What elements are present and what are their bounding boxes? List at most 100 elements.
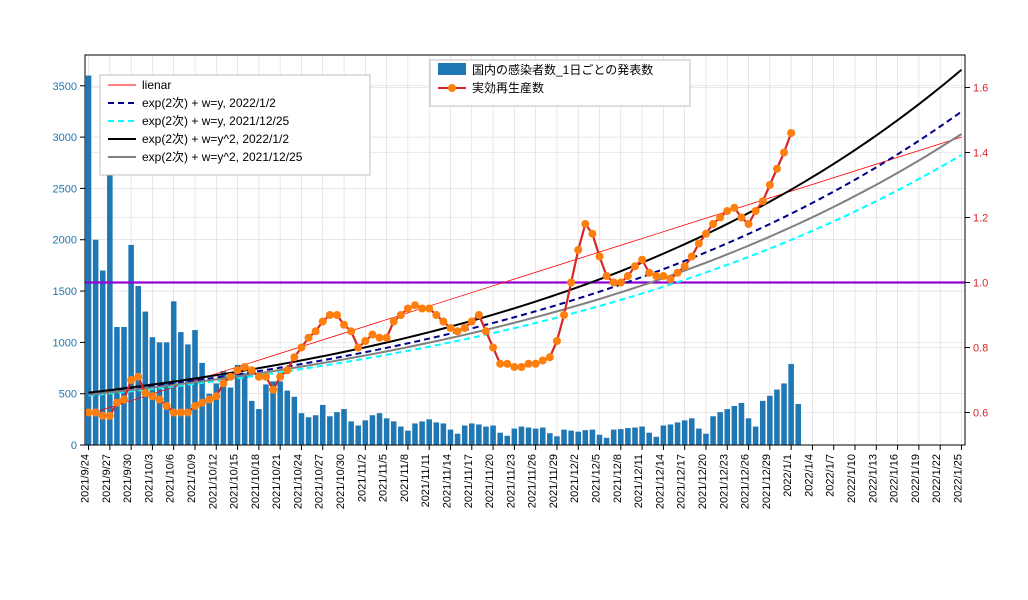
legend-label: exp(2次) + w=y^2, 2021/12/25 <box>142 150 303 164</box>
rt-marker <box>723 207 731 215</box>
rt-marker <box>787 129 795 137</box>
chart-container: 05001000150020002500300035000.60.81.01.2… <box>0 0 1028 600</box>
rt-marker <box>539 357 547 365</box>
x-tick-label: 2021/11/17 <box>463 454 475 508</box>
rt-marker <box>276 373 284 381</box>
x-tick-label: 2021/12/14 <box>654 454 666 509</box>
legend-label: 実効再生産数 <box>472 80 544 95</box>
rt-marker <box>695 240 703 248</box>
rt-marker <box>603 272 611 280</box>
rt-marker <box>702 230 710 238</box>
x-tick-label: 2021/11/11 <box>420 454 432 507</box>
yright-tick-label: 1.6 <box>973 83 988 95</box>
x-tick-label: 2022/1/22 <box>931 454 943 503</box>
x-tick-label: 2021/12/2 <box>569 454 581 503</box>
rt-marker <box>219 379 227 387</box>
rt-marker <box>92 409 100 417</box>
rt-marker <box>560 311 568 319</box>
x-tick-label: 2021/11/5 <box>378 454 390 502</box>
rt-marker <box>85 409 93 417</box>
rt-marker <box>432 311 440 319</box>
rt-marker <box>205 396 213 404</box>
rt-marker <box>184 409 192 417</box>
rt-marker <box>368 331 376 339</box>
rt-marker <box>383 334 391 342</box>
x-tick-label: 2021/11/23 <box>505 454 517 508</box>
rt-marker <box>226 373 234 381</box>
rt-marker <box>745 220 753 228</box>
legend-label: exp(2次) + w=y^2, 2022/1/2 <box>142 132 289 146</box>
rt-marker <box>631 262 639 270</box>
rt-marker <box>290 353 298 361</box>
yright-tick-label: 1.4 <box>973 148 988 160</box>
rt-marker <box>212 392 220 400</box>
rt-marker <box>752 207 760 215</box>
x-tick-label: 2022/1/25 <box>952 454 964 503</box>
rt-marker <box>99 412 107 420</box>
rt-marker <box>255 373 263 381</box>
x-tick-label: 2021/12/29 <box>761 454 773 509</box>
rt-marker <box>759 197 767 205</box>
rt-marker <box>666 275 674 283</box>
rt-marker <box>446 324 454 332</box>
rt-marker <box>163 402 171 410</box>
rt-marker <box>510 363 518 371</box>
x-tick-label: 2021/10/18 <box>250 454 262 509</box>
yleft-tick-label: 2500 <box>53 183 77 195</box>
x-tick-label: 2021/9/27 <box>101 454 113 503</box>
yright-tick-label: 0.8 <box>973 343 988 355</box>
x-tick-label: 2021/12/17 <box>676 454 688 509</box>
yright-tick-label: 1.2 <box>973 213 988 225</box>
rt-marker <box>269 386 277 394</box>
rt-marker <box>312 327 320 335</box>
rt-marker <box>624 272 632 280</box>
rt-marker <box>610 279 618 287</box>
x-tick-label: 2022/1/13 <box>867 454 879 503</box>
rt-marker <box>496 360 504 368</box>
rt-marker <box>766 181 774 189</box>
rt-marker <box>482 327 490 335</box>
rt-marker <box>148 392 156 400</box>
rt-marker <box>319 318 327 326</box>
x-tick-label: 2022/1/7 <box>825 454 837 497</box>
x-tick-label: 2022/1/10 <box>846 454 858 503</box>
rt-marker <box>503 360 511 368</box>
x-tick-label: 2021/10/27 <box>314 454 326 509</box>
rt-marker <box>617 279 625 287</box>
x-tick-label: 2021/11/26 <box>527 454 539 508</box>
x-tick-label: 2021/10/21 <box>271 454 283 509</box>
rt-marker <box>574 246 582 254</box>
rt-marker <box>674 269 682 277</box>
x-tick-label: 2021/9/24 <box>80 454 92 503</box>
rt-marker <box>652 272 660 280</box>
rt-marker <box>553 337 561 345</box>
rt-marker <box>418 305 426 313</box>
rt-marker <box>106 412 114 420</box>
rt-marker <box>397 311 405 319</box>
rt-marker <box>489 344 497 352</box>
rt-marker <box>638 256 646 264</box>
rt-marker <box>404 305 412 313</box>
rt-marker <box>305 334 313 342</box>
rt-marker <box>241 363 249 371</box>
x-tick-label: 2021/11/20 <box>484 454 496 508</box>
rt-marker <box>113 399 121 407</box>
rt-marker <box>333 311 341 319</box>
x-tick-label: 2021/9/30 <box>122 454 134 503</box>
yleft-tick-label: 0 <box>71 440 77 452</box>
rt-marker <box>127 376 135 384</box>
rt-marker <box>248 366 256 374</box>
rt-marker <box>645 269 653 277</box>
x-tick-label: 2021/10/3 <box>143 454 155 503</box>
x-tick-label: 2022/1/4 <box>803 454 815 497</box>
rt-marker <box>411 301 419 309</box>
x-tick-label: 2022/1/1 <box>782 454 794 497</box>
rt-marker <box>425 305 433 313</box>
rt-marker <box>361 337 369 345</box>
x-tick-label: 2021/11/14 <box>441 454 453 508</box>
rt-marker <box>581 220 589 228</box>
rt-marker <box>730 204 738 212</box>
rt-marker <box>773 165 781 173</box>
rt-marker <box>134 373 142 381</box>
x-tick-label: 2021/12/23 <box>718 454 730 509</box>
